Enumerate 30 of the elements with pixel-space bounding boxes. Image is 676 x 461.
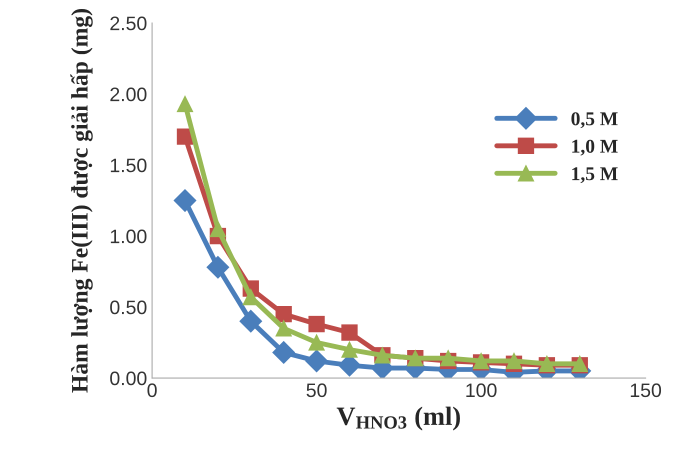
legend-label: 0,5 M: [571, 112, 618, 128]
legend-label: 1,0 M: [572, 140, 618, 156]
point: [440, 350, 456, 366]
y-tick-label: 1.00: [110, 230, 146, 244]
x-tick-label: 0: [147, 383, 157, 398]
point: [341, 324, 358, 341]
point: [272, 341, 296, 364]
point: [210, 220, 226, 238]
y-tick-label: 1.50: [110, 158, 146, 172]
y-tick-label: 0.00: [110, 371, 146, 386]
y-tick-label: 0.50: [110, 300, 146, 314]
point: [308, 316, 325, 332]
x-axis-title: V$_{HNO3}$ (ml): [336, 406, 460, 430]
point: [176, 96, 194, 112]
point: [506, 352, 522, 370]
x-tick-label: 150: [630, 383, 662, 398]
legend-label: 1,5 M: [572, 167, 618, 184]
x-tick-label: 100: [466, 383, 497, 398]
y-tick-label: 2.50: [110, 16, 146, 30]
point: [239, 310, 262, 333]
y-axis-title: Hàm lượng Fe(III) được giải hấp (mg): [70, 9, 93, 393]
point: [206, 256, 230, 279]
point: [341, 341, 358, 358]
x-tick-label: 50: [306, 383, 327, 398]
y-tick-label: 2.00: [110, 88, 146, 102]
point: [308, 334, 325, 351]
point: [276, 320, 292, 336]
point: [276, 306, 292, 322]
point: [174, 189, 196, 212]
point: [305, 350, 328, 372]
